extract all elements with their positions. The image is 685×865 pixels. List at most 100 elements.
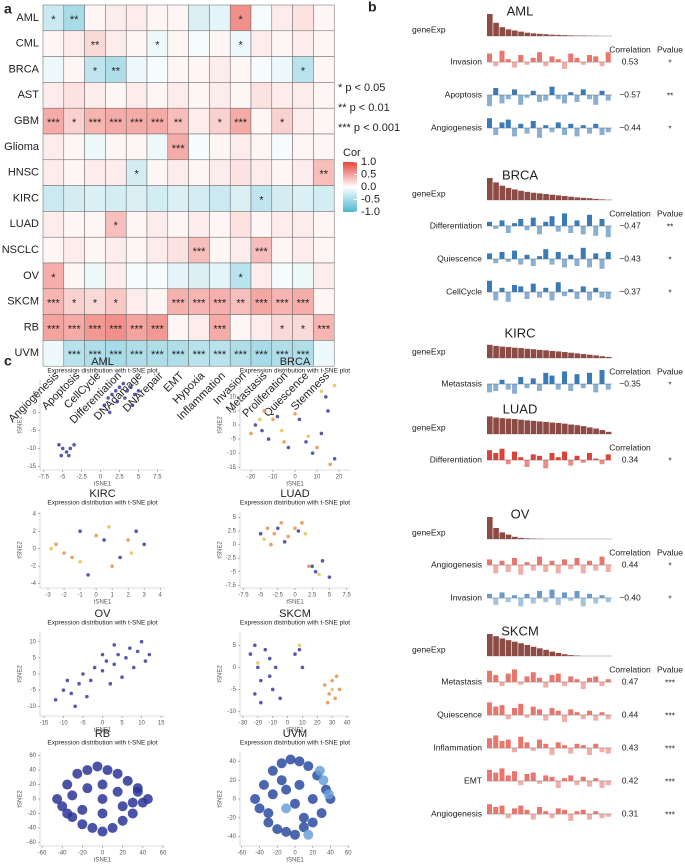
bar xyxy=(530,706,536,715)
bar xyxy=(574,292,580,299)
y-axis-label: tSNE2 xyxy=(218,790,224,808)
significance: * xyxy=(280,323,285,335)
bar xyxy=(555,282,561,292)
heatmap-cell xyxy=(63,159,85,186)
bar xyxy=(549,56,555,62)
point xyxy=(86,573,90,577)
bar xyxy=(493,565,499,574)
bar xyxy=(599,199,606,200)
x-tick-label: 0 xyxy=(101,851,105,857)
bar xyxy=(562,592,567,598)
point xyxy=(126,538,130,542)
point xyxy=(112,662,117,667)
bar xyxy=(549,814,555,819)
point xyxy=(319,431,324,436)
plot-subtitle: Expression distribution with t-SNE plot xyxy=(47,620,157,627)
x-tick-label: -20 xyxy=(254,721,263,727)
x-tick-label: 1 xyxy=(110,593,114,599)
point xyxy=(332,383,337,388)
heatmap-cell xyxy=(63,82,85,109)
bar xyxy=(543,649,549,656)
plot-title: LUAD xyxy=(280,488,309,500)
bar xyxy=(530,454,536,460)
bar xyxy=(518,419,524,434)
bar xyxy=(568,598,574,601)
significance: * xyxy=(51,14,56,26)
block-title: OV xyxy=(511,506,530,521)
bar xyxy=(499,768,505,781)
y-tick-label: -10 xyxy=(27,446,36,452)
point xyxy=(337,687,342,692)
y-tick-label: -5 xyxy=(231,437,237,443)
heatmap-cell xyxy=(42,133,65,161)
bar xyxy=(574,558,580,565)
bar xyxy=(505,460,511,465)
bar xyxy=(549,675,555,682)
colorbar-tick-label: 1.0 xyxy=(361,156,376,168)
bar xyxy=(574,743,580,748)
bar xyxy=(605,292,611,299)
pvalue: * xyxy=(668,593,672,603)
bar xyxy=(493,22,499,36)
x-tick-label: -40 xyxy=(255,851,264,857)
row-label: EMT xyxy=(464,775,482,785)
heatmap-cell xyxy=(42,82,65,109)
heatmap-cell xyxy=(167,211,189,238)
x-tick-label: -1 xyxy=(77,593,83,599)
y-axis-label: tSNE2 xyxy=(18,665,24,683)
bar xyxy=(549,259,555,265)
significance: * xyxy=(238,14,243,26)
colorbar-title: Cor xyxy=(343,147,361,159)
x-tick-label: -60 xyxy=(38,851,47,857)
x-tick-label: 40 xyxy=(327,851,334,857)
correlation: −0.37 xyxy=(619,286,641,296)
pvalue: *** xyxy=(665,710,676,720)
x-tick-label: -10 xyxy=(269,475,278,481)
pvalue: * xyxy=(668,560,672,570)
bar xyxy=(524,62,530,65)
significance: * xyxy=(238,40,243,52)
bar xyxy=(574,95,580,102)
y-tick-label: -5 xyxy=(231,687,237,693)
point xyxy=(112,786,123,797)
y-tick-label: 0 xyxy=(233,542,237,548)
heatmap-cell xyxy=(250,82,273,109)
x-tick-label: 0 xyxy=(293,593,297,599)
point xyxy=(72,768,83,779)
heatmap-cell xyxy=(209,82,231,109)
heatmap-cell xyxy=(229,133,252,161)
significance: * xyxy=(72,117,77,129)
bar xyxy=(543,62,549,67)
bar xyxy=(499,682,505,687)
plot-title: RB xyxy=(95,728,110,740)
x-tick-label: 5 xyxy=(120,721,124,727)
bar xyxy=(549,350,556,358)
point xyxy=(262,409,267,413)
bar xyxy=(499,346,506,358)
bar xyxy=(543,565,549,572)
bar xyxy=(562,809,567,814)
bar xyxy=(599,259,605,269)
bar xyxy=(574,712,580,715)
y-tick-label: 5 xyxy=(233,643,237,649)
point xyxy=(281,826,292,837)
bar xyxy=(518,31,524,36)
bar xyxy=(487,14,493,36)
bar xyxy=(499,27,506,36)
heatmap-cell xyxy=(229,211,252,238)
x-tick-label: -2.5 xyxy=(273,593,284,599)
bar xyxy=(505,29,512,36)
heatmap-cell xyxy=(209,159,231,186)
point xyxy=(259,678,263,683)
significance: *** xyxy=(151,323,165,335)
point xyxy=(82,783,93,794)
significance: *** xyxy=(109,323,123,335)
significance: ** xyxy=(70,14,79,26)
significance: *** xyxy=(213,323,227,335)
point xyxy=(256,661,260,665)
heatmap-cell xyxy=(167,236,189,264)
significance: *** xyxy=(68,323,82,335)
x-tick-label: 2 xyxy=(126,593,130,599)
point xyxy=(334,674,339,679)
